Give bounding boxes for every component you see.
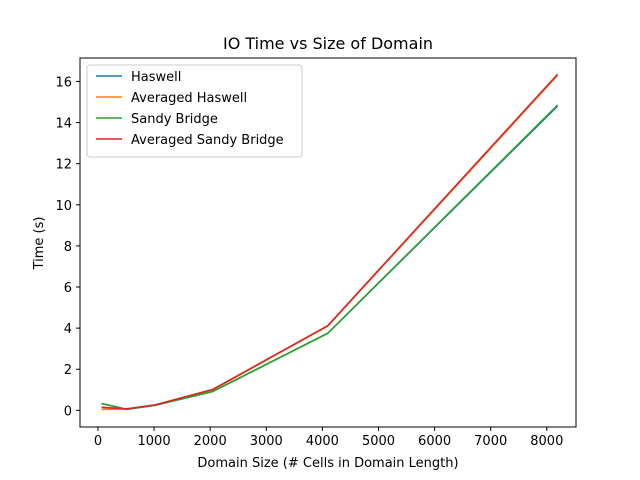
x-axis-label: Domain Size (# Cells in Domain Length) [197,456,458,471]
x-tick-label: 0 [94,434,102,449]
y-tick-label: 6 [64,281,72,296]
y-tick-label: 12 [55,158,72,173]
y-tick-label: 14 [55,117,72,132]
y-tick-label: 16 [55,75,72,90]
chart-title: IO Time vs Size of Domain [223,34,433,53]
legend: Haswell Averaged Haswell Sandy Bridge Avera… [86,64,303,158]
x-tick-label: 5000 [362,434,395,449]
y-tick-label: 4 [64,322,72,337]
legend-label: Averaged Haswell [131,91,247,106]
legend-label: Averaged Sandy Bridge [131,133,284,148]
plot-area: 0 1000 2000 3000 4000 5000 6000 7000 8000 0 2 4 6 8 10… [55,57,577,449]
y-tick-label: 10 [55,199,72,214]
x-tick-label: 2000 [194,434,227,449]
axes-frame [79,57,577,428]
x-tick-label: 1000 [138,434,171,449]
legend-label: Sandy Bridge [131,112,218,127]
y-tick-label: 2 [64,363,72,378]
y-tick-label: 8 [64,240,72,255]
x-tick-label: 4000 [306,434,339,449]
x-tick-label: 6000 [418,434,451,449]
y-tick-label: 0 [64,404,72,419]
series-line-averaged-sandy-bridge [101,73,559,410]
legend-box [86,64,303,158]
x-tick-label: 8000 [530,434,563,449]
x-tick-label: 3000 [250,434,283,449]
y-axis-label: Time (s) [32,217,47,271]
x-tick-label: 7000 [474,434,507,449]
legend-label: Haswell [131,70,181,85]
